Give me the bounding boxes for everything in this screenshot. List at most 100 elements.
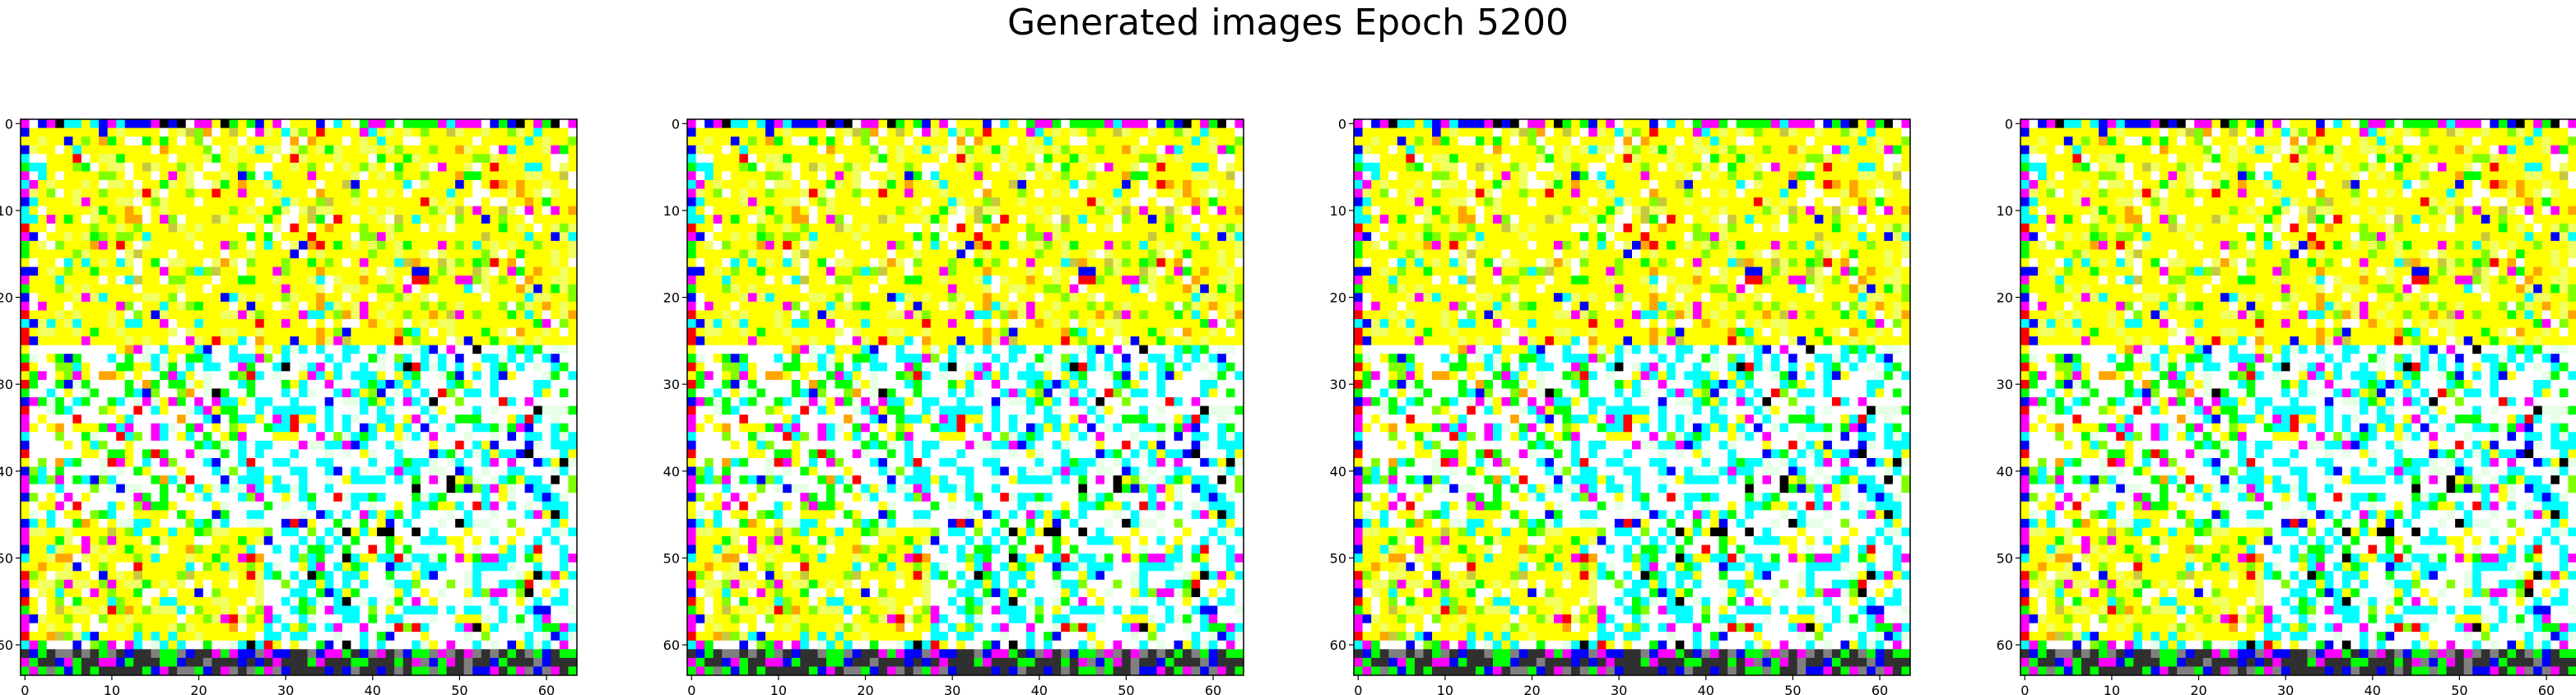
pixel-cell xyxy=(307,554,317,563)
pixel-cell xyxy=(238,657,248,667)
pixel-cell xyxy=(1165,137,1174,146)
pixel-cell xyxy=(533,258,543,267)
pixel-cell xyxy=(869,223,879,233)
pixel-cell xyxy=(533,527,543,537)
pixel-cell xyxy=(99,596,109,606)
pixel-cell xyxy=(220,640,230,650)
pixel-cell xyxy=(185,449,195,459)
pixel-cell xyxy=(72,475,82,485)
pixel-cell xyxy=(1008,127,1018,137)
pixel-cell xyxy=(212,588,221,598)
pixel-cell xyxy=(99,493,109,503)
pixel-cell xyxy=(63,571,73,581)
pixel-cell xyxy=(516,379,526,389)
pixel-cell xyxy=(124,232,134,242)
pixel-cell xyxy=(1008,232,1018,242)
pixel-cell xyxy=(481,154,491,164)
pixel-cell xyxy=(246,354,256,364)
pixel-cell xyxy=(1183,137,1193,146)
pixel-cell xyxy=(160,510,169,520)
pixel-cell xyxy=(446,336,456,346)
pixel-cell xyxy=(533,119,543,128)
pixel-cell xyxy=(212,215,221,225)
pixel-cell xyxy=(202,457,212,467)
pixel-cell xyxy=(455,127,465,137)
pixel-cell xyxy=(133,405,143,415)
pixel-cell xyxy=(438,432,447,442)
pixel-cell xyxy=(429,657,439,667)
pixel-cell xyxy=(852,206,862,215)
pixel-cell xyxy=(1208,154,1218,164)
pixel-cell xyxy=(168,206,178,215)
pixel-cell xyxy=(947,179,957,189)
pixel-cell xyxy=(481,119,491,128)
pixel-cell xyxy=(542,596,551,606)
pixel-cell xyxy=(202,266,212,276)
pixel-cell xyxy=(1235,154,1244,164)
pixel-cell xyxy=(1225,188,1235,198)
pixel-cell xyxy=(55,137,65,146)
pixel-cell xyxy=(886,232,896,242)
pixel-cell xyxy=(263,362,273,372)
pixel-cell xyxy=(826,188,835,198)
pixel-cell xyxy=(368,536,378,545)
pixel-cell xyxy=(913,223,923,233)
pixel-cell xyxy=(438,293,447,303)
pixel-cell xyxy=(359,588,369,598)
pixel-cell xyxy=(281,188,291,198)
pixel-cell xyxy=(299,405,308,415)
pixel-cell xyxy=(1165,197,1174,207)
pixel-cell xyxy=(29,188,39,198)
pixel-cell xyxy=(472,397,482,406)
pixel-cell xyxy=(107,179,117,189)
pixel-cell xyxy=(194,345,204,354)
pixel-cell xyxy=(229,354,239,364)
pixel-cell xyxy=(333,554,343,563)
pixel-cell xyxy=(463,501,473,511)
pixel-cell xyxy=(212,493,221,503)
pixel-cell xyxy=(238,379,248,389)
pixel-cell xyxy=(29,310,39,320)
pixel-cell xyxy=(446,605,456,615)
pixel-cell xyxy=(463,388,473,398)
pixel-cell xyxy=(307,405,317,415)
pixel-cell xyxy=(429,649,439,659)
pixel-cell xyxy=(507,223,517,233)
pixel-cell xyxy=(368,440,378,450)
pixel-cell xyxy=(1095,127,1105,137)
pixel-cell xyxy=(99,362,109,372)
pixel-cell xyxy=(290,623,300,632)
pixel-cell xyxy=(90,276,100,285)
pixel-cell xyxy=(290,579,300,589)
pixel-cell xyxy=(559,162,569,172)
pixel-cell xyxy=(756,188,766,198)
pixel-cell xyxy=(81,554,91,563)
pixel-cell xyxy=(333,588,343,598)
pixel-cell xyxy=(1104,206,1114,215)
pixel-cell xyxy=(246,466,256,476)
pixel-cell xyxy=(481,145,491,155)
pixel-cell xyxy=(420,188,430,198)
pixel-cell xyxy=(107,527,117,537)
pixel-cell xyxy=(507,249,517,259)
pixel-cell xyxy=(1069,154,1079,164)
pixel-cell xyxy=(420,623,430,632)
pixel-cell xyxy=(368,484,378,493)
pixel-cell xyxy=(63,362,73,372)
pixel-cell xyxy=(377,544,387,554)
pixel-cell xyxy=(783,232,793,242)
pixel-cell xyxy=(516,179,526,189)
pixel-cell xyxy=(133,562,143,572)
pixel-cell xyxy=(878,162,888,172)
pixel-cell xyxy=(1165,179,1174,189)
pixel-cell xyxy=(46,232,56,242)
pixel-cell xyxy=(359,432,369,442)
pixel-cell xyxy=(229,475,239,485)
pixel-cell xyxy=(516,457,526,467)
pixel-cell xyxy=(568,179,578,189)
pixel-cell xyxy=(394,475,404,485)
pixel-cell xyxy=(342,501,351,511)
pixel-cell xyxy=(151,206,160,215)
pixel-cell xyxy=(1035,223,1044,233)
pixel-cell xyxy=(420,449,430,459)
